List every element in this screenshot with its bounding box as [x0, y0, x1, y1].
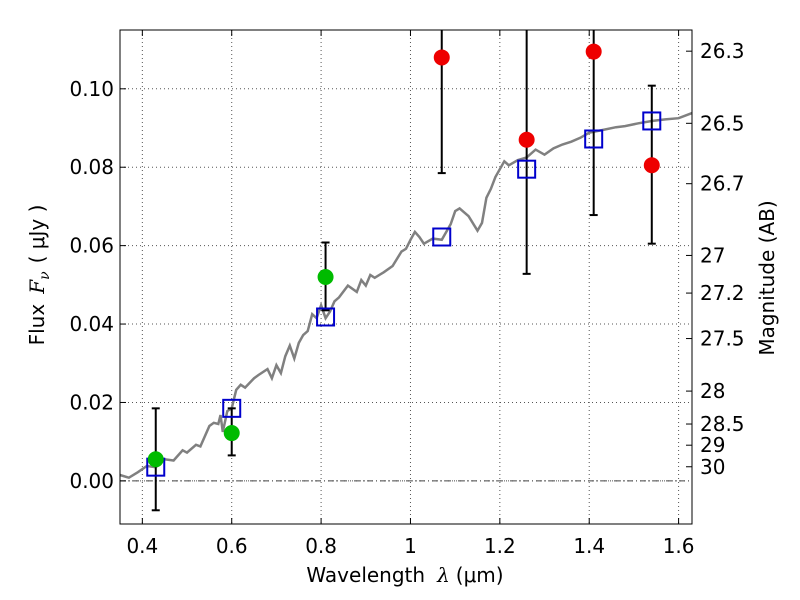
axis-tick-labels: 0.4 0.6 0.8 1 1.2 1.4 1.6 0.00 0.02 0.04 0.06 0.08 0… — [69, 39, 744, 558]
mag-tick-label: 27 — [700, 243, 725, 267]
y-tick-label: 0.02 — [69, 390, 114, 414]
mag-tick-label: 26.5 — [700, 111, 745, 135]
x-tick-label: 1.2 — [484, 534, 516, 558]
mag-tick-label: 29 — [700, 433, 725, 457]
x-tick-label: 1.6 — [663, 534, 695, 558]
model-photometry-square — [584, 129, 604, 149]
grid-lines — [120, 30, 692, 524]
mag-tick-label: 28.5 — [700, 412, 745, 436]
model-photometry-square — [222, 398, 242, 418]
mag-tick-label: 26.7 — [700, 172, 745, 196]
mag-tick-label: 27.2 — [700, 281, 745, 305]
y-tick-label: 0.04 — [69, 312, 114, 336]
x-tick-label: 1.4 — [573, 534, 605, 558]
x-tick-label: 1 — [404, 534, 417, 558]
y-tick-label: 0.00 — [69, 469, 114, 493]
y2-axis-title: Magnitude (AB) — [755, 200, 779, 355]
x-axis-title: Wavelength λ (μm) — [306, 563, 503, 587]
x-tick-label: 0.4 — [126, 534, 158, 558]
non-detection-point — [433, 49, 450, 66]
non-detection-point — [585, 43, 602, 60]
plot-frame — [119, 29, 693, 525]
detection-point — [317, 269, 334, 285]
model-photometry-square — [316, 307, 336, 327]
model-photometry-square — [517, 159, 537, 179]
non-detection-point — [518, 131, 535, 148]
y-axis-title: FluxFν( μJy ) — [25, 205, 53, 346]
mag-tick-label: 28 — [700, 379, 725, 403]
model-photometry-square — [432, 227, 452, 247]
y-tick-label: 0.08 — [69, 155, 114, 179]
model-spectrum-line — [119, 111, 693, 480]
model-photometry-square — [642, 111, 662, 131]
y-tick-label: 0.10 — [69, 77, 114, 101]
axis-ticks — [120, 30, 692, 524]
y-tick-label: 0.06 — [69, 234, 114, 258]
x-tick-label: 0.8 — [305, 534, 337, 558]
mag-tick-label: 30 — [700, 455, 725, 479]
observed-photometry-markers — [147, 43, 660, 468]
mag-tick-label: 26.3 — [700, 39, 745, 63]
detection-point — [223, 425, 240, 442]
x-tick-label: 0.6 — [216, 534, 248, 558]
detection-point — [147, 451, 164, 468]
non-detection-point — [643, 157, 660, 174]
mag-tick-label: 27.5 — [700, 327, 745, 351]
